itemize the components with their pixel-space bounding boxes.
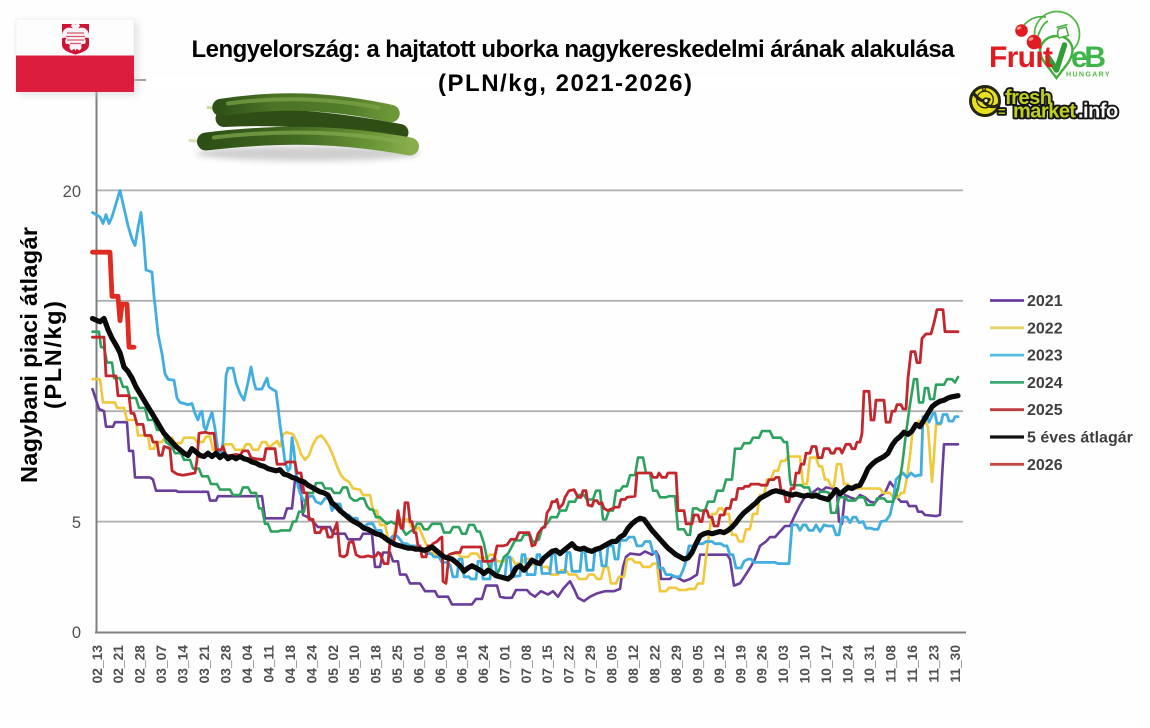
svg-text:05_18: 05_18 xyxy=(369,645,384,684)
svg-text:05_25: 05_25 xyxy=(390,645,405,684)
svg-text:07_15: 07_15 xyxy=(540,645,555,684)
svg-text:09_19: 09_19 xyxy=(733,645,748,684)
svg-text:Lengyelország: a hajtatott ubo: Lengyelország: a hajtatott uborka nagyke… xyxy=(192,36,956,63)
svg-text:5 éves átlagár: 5 éves átlagár xyxy=(1027,430,1133,447)
svg-text:11_16: 11_16 xyxy=(905,645,920,683)
svg-text:10_17: 10_17 xyxy=(819,645,834,684)
svg-text:08_05: 08_05 xyxy=(605,645,620,684)
svg-text:08_12: 08_12 xyxy=(626,645,641,684)
svg-text:04_04: 04_04 xyxy=(240,645,255,684)
svg-text:03_14: 03_14 xyxy=(176,645,191,684)
svg-text:market: market xyxy=(1013,101,1076,123)
svg-text:=: = xyxy=(998,104,1006,119)
svg-text:09_26: 09_26 xyxy=(755,645,770,684)
svg-text:2024: 2024 xyxy=(1027,375,1063,392)
svg-text:04_24: 04_24 xyxy=(304,645,319,684)
svg-text:(PLN/kg): (PLN/kg) xyxy=(40,301,66,409)
svg-text:10_03: 10_03 xyxy=(776,645,791,684)
svg-text:Fruit: Fruit xyxy=(989,41,1053,74)
svg-text:5: 5 xyxy=(72,514,81,532)
svg-text:2026: 2026 xyxy=(1027,457,1063,474)
svg-text:HUNGARY: HUNGARY xyxy=(1066,72,1111,79)
svg-text:10_24: 10_24 xyxy=(841,645,856,684)
svg-text:2021: 2021 xyxy=(1027,293,1063,310)
svg-text:07_29: 07_29 xyxy=(583,645,598,684)
svg-text:02_13: 02_13 xyxy=(90,645,105,684)
svg-text:07_22: 07_22 xyxy=(562,645,577,684)
svg-text:.info: .info xyxy=(1078,101,1118,123)
svg-text:fresh: fresh xyxy=(1005,87,1051,109)
svg-text:11_30: 11_30 xyxy=(948,645,963,683)
svg-text:09_05: 09_05 xyxy=(690,645,705,684)
svg-text:05_10: 05_10 xyxy=(347,645,362,684)
svg-text:06_01: 06_01 xyxy=(412,645,427,684)
svg-text:06_08: 06_08 xyxy=(433,645,448,684)
svg-text:08_29: 08_29 xyxy=(669,645,684,684)
svg-text:07_08: 07_08 xyxy=(519,645,534,684)
svg-text:05_02: 05_02 xyxy=(326,645,341,684)
svg-text:market: market xyxy=(1013,101,1076,123)
svg-text:Nagybani piaci átlagár: Nagybani piaci átlagár xyxy=(16,227,42,483)
svg-text:09_12: 09_12 xyxy=(712,645,727,684)
svg-text:08_22: 08_22 xyxy=(648,645,663,684)
svg-text:2022: 2022 xyxy=(1027,320,1063,337)
svg-text:fresh: fresh xyxy=(1005,87,1051,109)
svg-text:20: 20 xyxy=(63,183,81,201)
svg-text:04_18: 04_18 xyxy=(283,645,298,684)
svg-text:M: M xyxy=(982,88,987,94)
svg-text:03_28: 03_28 xyxy=(219,645,234,684)
svg-text:03_07: 03_07 xyxy=(154,645,169,684)
svg-text:04_11: 04_11 xyxy=(261,645,276,683)
svg-text:07_01: 07_01 xyxy=(497,645,512,684)
svg-text:2025: 2025 xyxy=(1027,402,1063,419)
svg-text:10_10: 10_10 xyxy=(798,645,813,684)
svg-text:10_31: 10_31 xyxy=(862,645,877,684)
svg-text:(PLN/kg, 2021-2026): (PLN/kg, 2021-2026) xyxy=(438,70,692,97)
svg-text:11_08: 11_08 xyxy=(883,645,898,683)
svg-text:06_16: 06_16 xyxy=(454,645,469,684)
svg-text:eB: eB xyxy=(1071,41,1105,74)
svg-text:02_21: 02_21 xyxy=(111,645,126,684)
svg-text:.info: .info xyxy=(1078,101,1118,123)
svg-text:02_28: 02_28 xyxy=(133,645,148,684)
svg-text:06_24: 06_24 xyxy=(476,645,491,684)
svg-text:2023: 2023 xyxy=(1027,348,1063,365)
svg-text:0: 0 xyxy=(72,624,81,642)
svg-text:11_23: 11_23 xyxy=(926,645,941,683)
svg-text:03_21: 03_21 xyxy=(197,645,212,684)
